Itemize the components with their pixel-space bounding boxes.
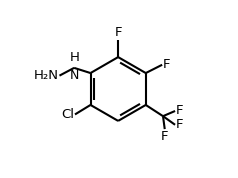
Text: F: F: [161, 130, 169, 143]
Text: Cl: Cl: [61, 108, 74, 121]
Text: H: H: [70, 51, 80, 64]
Text: N: N: [69, 69, 79, 82]
Text: F: F: [114, 26, 122, 39]
Text: F: F: [176, 104, 183, 117]
Text: F: F: [163, 58, 170, 71]
Text: H₂N: H₂N: [34, 69, 59, 82]
Text: F: F: [176, 118, 183, 131]
